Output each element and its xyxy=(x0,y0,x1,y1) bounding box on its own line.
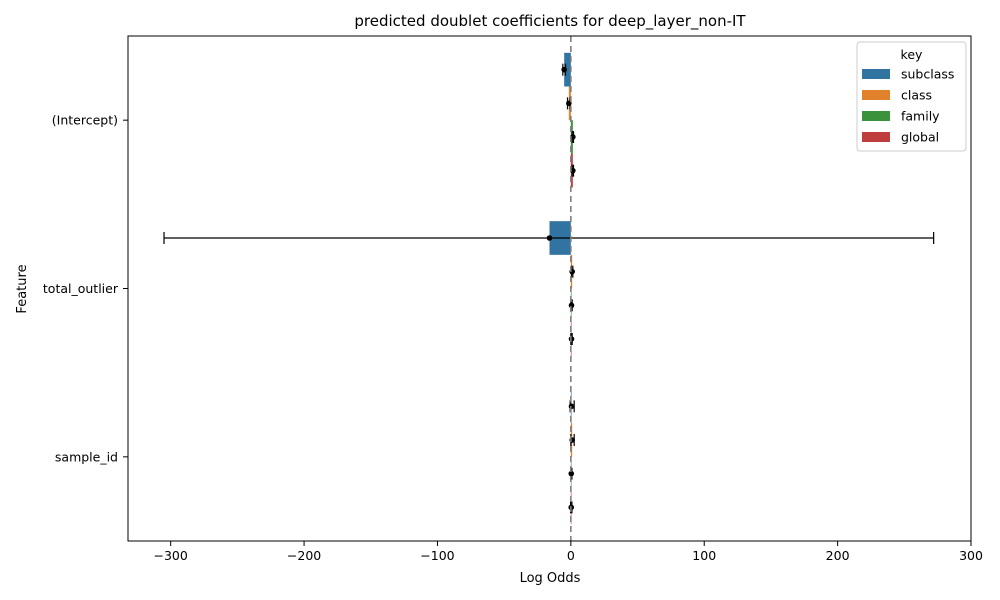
x-axis-label: Log Odds xyxy=(520,571,581,586)
plot-area: −300 −200 −100 0 100 200 300 (Intercept) total_o… xyxy=(43,35,983,563)
legend-swatch-class xyxy=(862,90,890,100)
legend-label-class: class xyxy=(901,88,932,103)
y-tick-label-1: total_outlier xyxy=(43,281,119,296)
chart-title: predicted doublet coefficients for deep_… xyxy=(354,12,746,31)
axes-frame xyxy=(127,35,972,542)
legend-swatch-family xyxy=(862,111,890,121)
legend-label-family: family xyxy=(901,109,940,124)
legend: key subclass class family global xyxy=(856,41,967,152)
x-tick-label-6: 300 xyxy=(959,548,983,563)
x-tick-label-1: −200 xyxy=(287,548,321,563)
y-tick-label-0: (Intercept) xyxy=(52,113,118,128)
x-tick-label-4: 100 xyxy=(692,548,716,563)
point-subclass-1 xyxy=(546,235,553,241)
legend-swatch-global xyxy=(862,132,890,142)
legend-swatch-subclass xyxy=(862,69,890,79)
legend-label-global: global xyxy=(901,130,939,145)
point-subclass-0 xyxy=(561,66,567,73)
x-tick-label-5: 200 xyxy=(826,548,850,563)
point-family-2 xyxy=(568,470,575,477)
x-tick-label-0: −300 xyxy=(154,548,188,563)
legend-title: key xyxy=(901,47,923,62)
x-tick-label-3: 0 xyxy=(567,548,575,563)
x-tick-label-2: −100 xyxy=(420,548,454,563)
y-axis-label: Feature xyxy=(15,264,30,313)
bar-subclass-0 xyxy=(564,52,571,87)
legend-label-subclass: subclass xyxy=(901,67,954,82)
y-tick-label-2: sample_id xyxy=(55,449,118,464)
